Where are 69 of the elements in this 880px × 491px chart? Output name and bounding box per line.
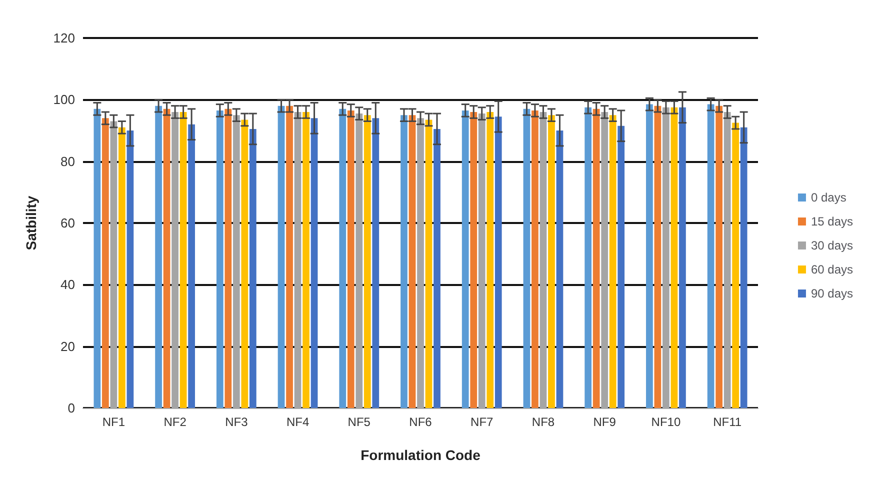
bar (372, 118, 380, 408)
bar (470, 112, 478, 408)
bar (592, 108, 600, 408)
bar (126, 130, 134, 408)
bar (241, 120, 248, 408)
bar (462, 110, 469, 408)
y-tick-label: 40 (60, 277, 75, 292)
bar (216, 110, 224, 408)
y-tick-label: 120 (53, 30, 75, 46)
bar (523, 108, 530, 408)
y-tick-label: 20 (60, 338, 75, 354)
bar (679, 107, 686, 408)
bar (118, 127, 126, 408)
bar (339, 108, 346, 408)
x-tick-label: NF3 (225, 415, 248, 429)
bar (707, 104, 714, 408)
bar (609, 115, 616, 408)
x-tick-label: NF2 (164, 415, 187, 429)
x-tick-label: NF10 (651, 415, 681, 429)
bar (532, 110, 538, 408)
y-tick-label: 60 (60, 216, 75, 230)
legend-label: 15 days (810, 214, 853, 228)
legend-label: 0 days (810, 190, 846, 204)
bar (716, 106, 723, 408)
bar (224, 108, 232, 408)
bar (732, 122, 740, 408)
bar (302, 112, 310, 408)
legend-label: 30 days (810, 238, 853, 252)
bar (494, 116, 502, 408)
bar (654, 106, 662, 408)
x-tick-label: NF4 (286, 415, 310, 429)
bar (155, 106, 162, 408)
bar (670, 107, 678, 408)
bar (646, 104, 653, 408)
bar (556, 130, 564, 408)
bar (347, 110, 354, 408)
y-tick-label: 100 (53, 92, 75, 108)
bar (94, 108, 101, 408)
x-axis-title: Formulation Code (360, 447, 481, 463)
bar (163, 108, 170, 408)
bar (486, 112, 494, 408)
bar (425, 120, 432, 408)
bar (740, 127, 748, 408)
x-tick-label: NF11 (713, 415, 742, 429)
x-tick-label: NF5 (348, 415, 371, 429)
bar (584, 107, 592, 408)
x-tick-label: NF7 (470, 415, 494, 429)
x-tick-label: NF6 (409, 415, 432, 429)
x-tick-label: NF8 (532, 415, 555, 429)
x-tick-label: NF1 (102, 415, 126, 429)
bar (286, 106, 293, 408)
y-axis-title: Satbility (23, 196, 39, 250)
y-tick-label: 0 (68, 400, 75, 416)
y-tick-label: 80 (60, 154, 75, 169)
bar (278, 106, 285, 408)
bar (364, 115, 371, 408)
legend-label: 90 days (810, 286, 853, 300)
bar (180, 112, 187, 408)
bar (310, 118, 318, 408)
bar (188, 124, 195, 408)
bar (400, 115, 408, 408)
bar (434, 128, 440, 408)
bar (618, 126, 625, 408)
bar (102, 118, 109, 408)
bar (408, 115, 416, 408)
legend-label: 60 days (810, 262, 853, 276)
bar (249, 128, 256, 408)
bar (548, 115, 555, 408)
x-tick-label: NF9 (593, 415, 616, 429)
